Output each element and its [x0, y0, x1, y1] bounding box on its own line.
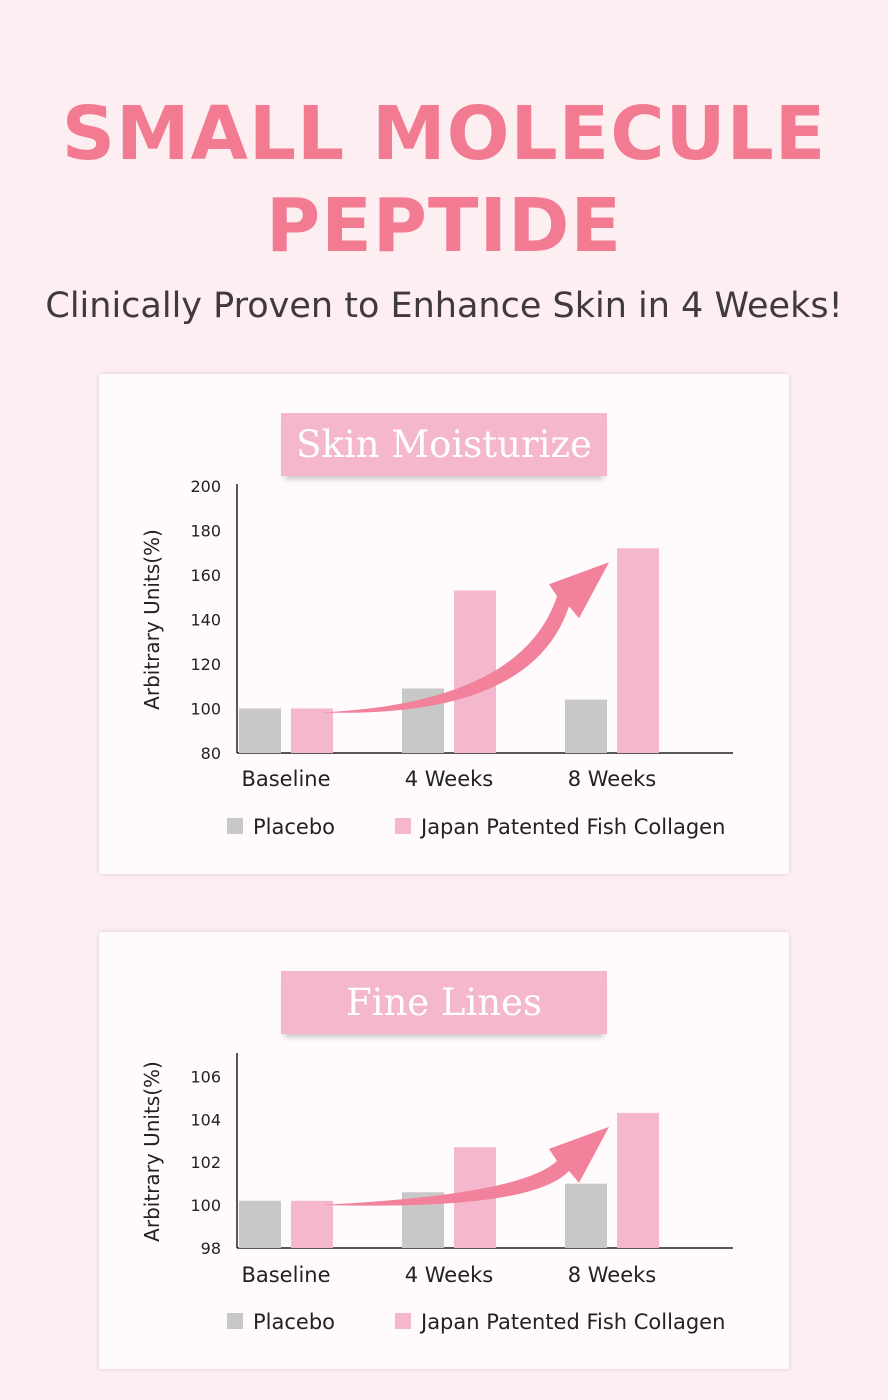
trend-arrow — [322, 562, 609, 713]
bar-chart-skin-moisturize: 200 180 160 140 120 100 80 Arbitrary Units(%) Ba… — [140, 477, 733, 839]
x-tick-label: Baseline — [241, 1263, 330, 1287]
x-tick-label: 8 Weeks — [568, 767, 657, 791]
chart-card-skin-moisturize: Skin Moisturize 200 180 160 140 120 100 80 Arbi… — [99, 374, 789, 874]
chart-title: Skin Moisturize — [281, 413, 607, 476]
y-axis-label: Arbitrary Units(%) — [140, 1061, 164, 1242]
bar-chart-fine-lines: 106 104 102 100 98 Arbitrary Units(%) Baseline… — [140, 1053, 733, 1334]
bar-placebo — [565, 699, 607, 753]
y-tick-label: 100 — [190, 700, 221, 719]
page-title-line-2: PEPTIDE — [265, 183, 622, 269]
y-tick-label: 120 — [190, 655, 221, 674]
y-tick-label: 80 — [201, 744, 221, 763]
y-tick-label: 140 — [190, 611, 221, 630]
legend-label-placebo: Placebo — [253, 1310, 335, 1334]
legend-swatch-placebo — [227, 1313, 243, 1329]
y-tick-label: 100 — [190, 1196, 221, 1215]
y-tick-label: 180 — [190, 522, 221, 541]
y-tick-label: 200 — [190, 477, 221, 496]
bar-placebo — [239, 708, 281, 753]
bar-collagen — [291, 708, 333, 753]
chart-title: Fine Lines — [281, 971, 607, 1034]
y-tick-label: 102 — [190, 1153, 221, 1172]
legend-label-collagen: Japan Patented Fish Collagen — [419, 815, 725, 839]
bar-collagen — [454, 590, 496, 753]
x-tick-label: 8 Weeks — [568, 1263, 657, 1287]
legend-label-placebo: Placebo — [253, 815, 335, 839]
bar-collagen — [291, 1200, 333, 1248]
y-tick-label: 104 — [190, 1110, 221, 1129]
trend-arrow — [322, 1126, 609, 1206]
legend-label-collagen: Japan Patented Fish Collagen — [419, 1310, 725, 1334]
y-tick-label: 98 — [201, 1239, 221, 1258]
legend-swatch-placebo — [227, 818, 243, 834]
bar-collagen — [617, 548, 659, 753]
legend-swatch-collagen — [395, 818, 411, 834]
x-tick-label: 4 Weeks — [405, 767, 494, 791]
bar-placebo — [565, 1183, 607, 1248]
page-title-line-1: SMALL MOLECULE — [61, 91, 827, 177]
x-tick-label: 4 Weeks — [405, 1263, 494, 1287]
bar-collagen — [617, 1112, 659, 1248]
page-subtitle: Clinically Proven to Enhance Skin in 4 W… — [45, 286, 843, 326]
y-tick-label: 160 — [190, 566, 221, 585]
y-tick-label: 106 — [190, 1067, 221, 1086]
bar-placebo — [239, 1200, 281, 1248]
x-tick-label: Baseline — [241, 767, 330, 791]
legend-swatch-collagen — [395, 1313, 411, 1329]
y-axis-label: Arbitrary Units(%) — [140, 529, 164, 710]
chart-card-fine-lines: Fine Lines 106 104 102 100 98 Arbitrary Units… — [99, 932, 789, 1369]
